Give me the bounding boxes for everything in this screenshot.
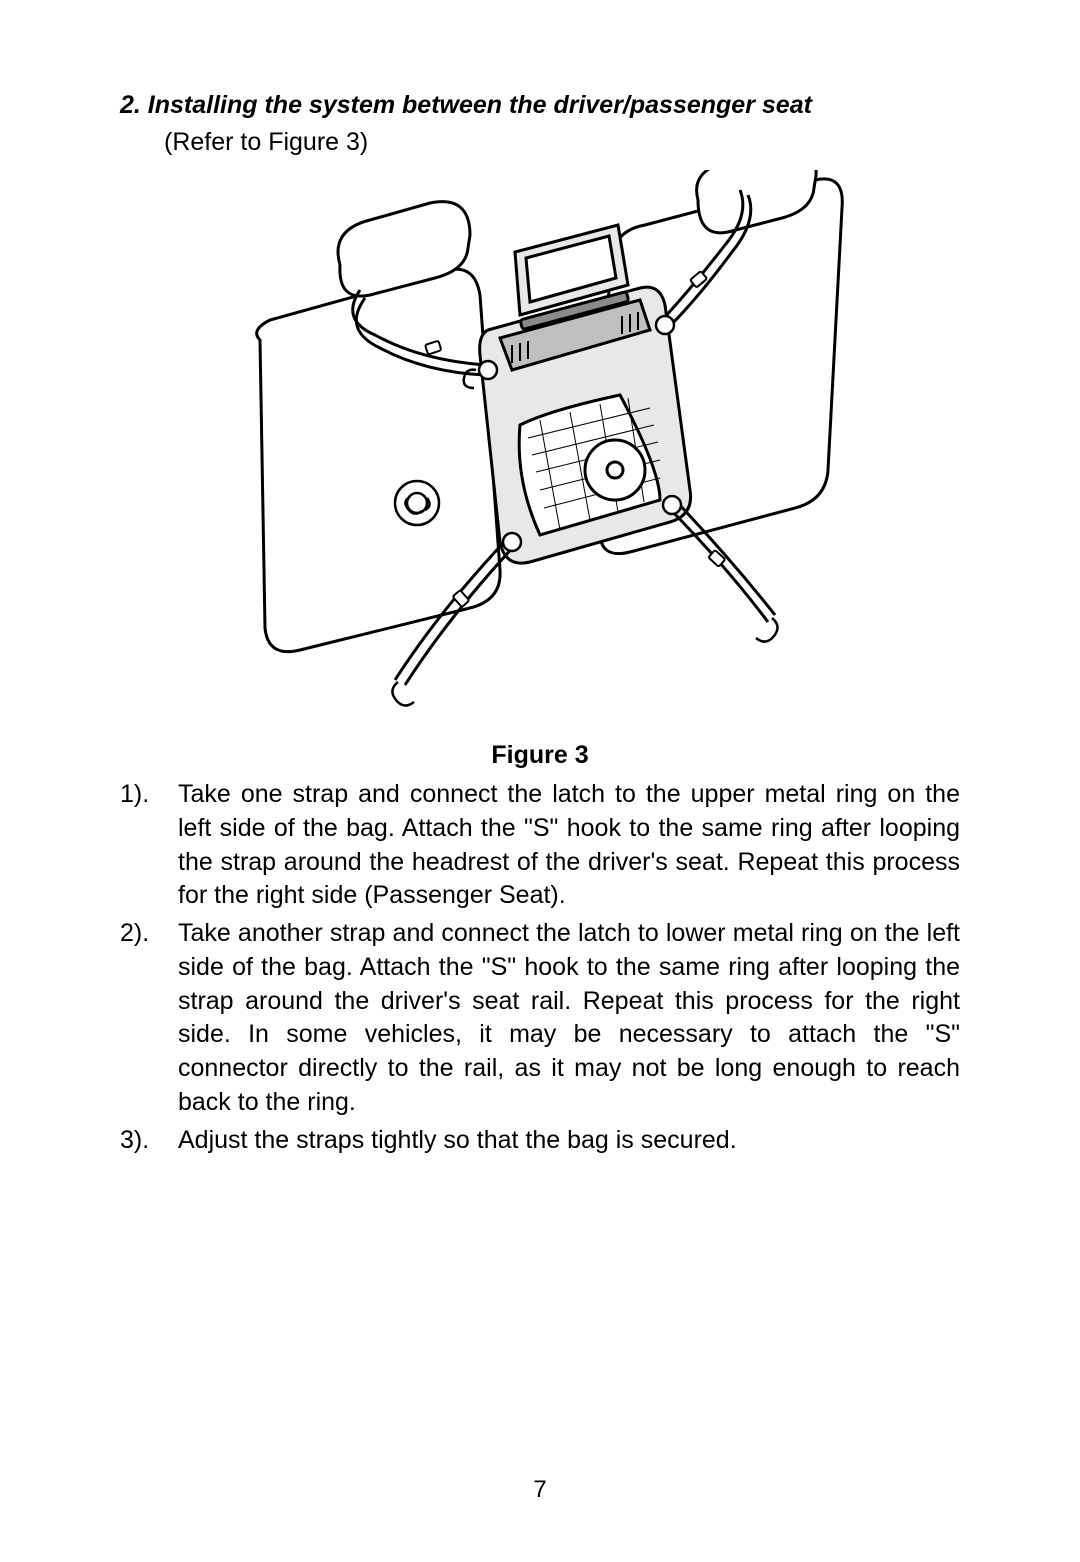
figure-illustration — [220, 170, 860, 730]
step-item: 1). Take one strap and connect the latch… — [120, 778, 960, 913]
figure-caption: Figure 3 — [120, 741, 960, 770]
step-body: Adjust the straps tightly so that the ba… — [178, 1124, 960, 1158]
section-heading: 2. Installing the system between the dri… — [120, 88, 960, 123]
step-item: 2). Take another strap and connect the l… — [120, 917, 960, 1120]
steps-list: 1). Take one strap and connect the latch… — [120, 778, 960, 1157]
page-number: 7 — [0, 1476, 1080, 1504]
step-number: 3). — [120, 1124, 178, 1158]
step-body: Take one strap and connect the latch to … — [178, 778, 960, 913]
step-item: 3). Adjust the straps tightly so that th… — [120, 1124, 960, 1158]
section-subheading: (Refer to Figure 3) — [164, 125, 960, 160]
figure-wrap — [120, 170, 960, 735]
step-body: Take another strap and connect the latch… — [178, 917, 960, 1120]
step-number: 2). — [120, 917, 178, 1120]
page-container: 2. Installing the system between the dri… — [0, 0, 1080, 1562]
step-number: 1). — [120, 778, 178, 913]
